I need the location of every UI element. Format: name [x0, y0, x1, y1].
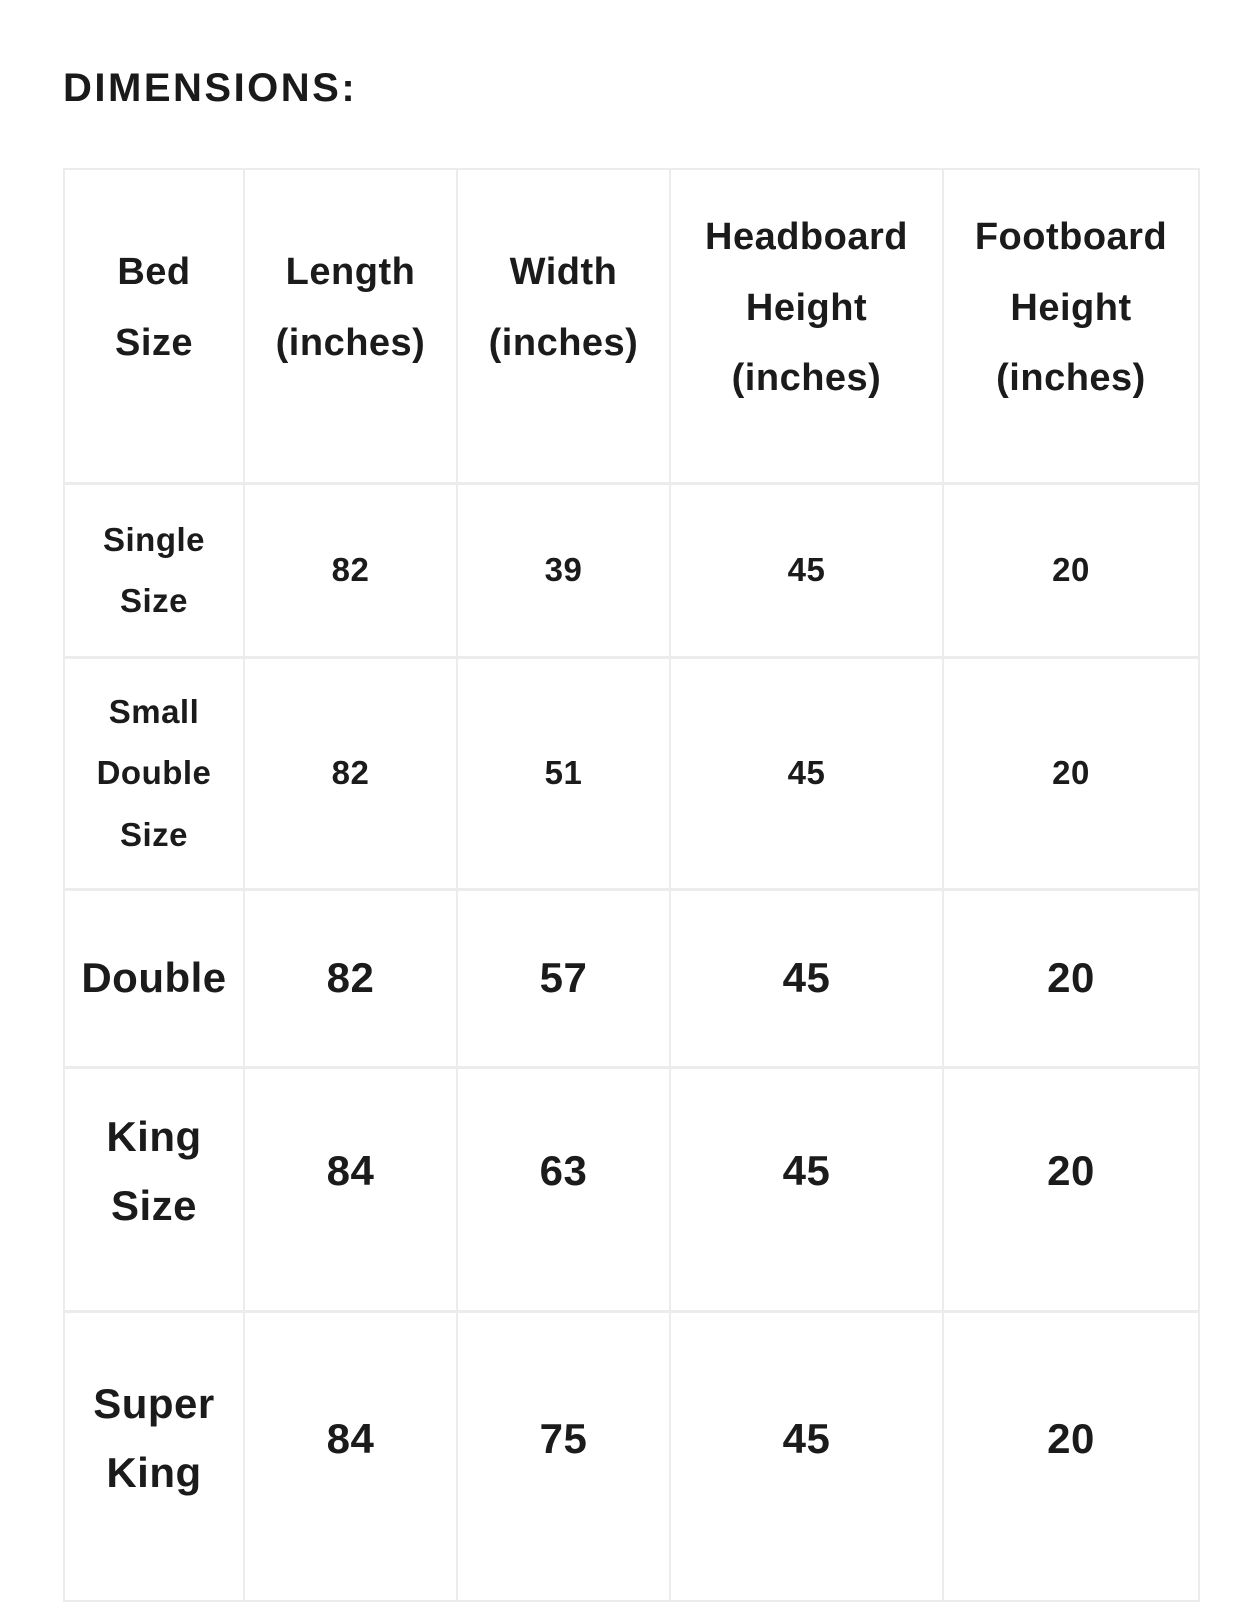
col-header-footboard-height: Footboard Height (inches) [942, 168, 1200, 484]
col-header-width: Width (inches) [456, 168, 671, 484]
width-cell: 39 [456, 481, 671, 658]
page-title: DIMENSIONS: [63, 66, 358, 110]
table-row-single: Single Size 82 39 45 20 [63, 481, 1200, 658]
table-row-super-king: Super King 84 75 45 20 [63, 1309, 1200, 1602]
table-row-small-double: Small Double Size 82 51 45 20 [63, 655, 1200, 890]
bed-size-cell: King Size [63, 1065, 245, 1312]
width-cell: 51 [456, 655, 671, 890]
footboard-height-cell: 20 [942, 481, 1200, 658]
width-cell: 75 [456, 1309, 671, 1602]
footboard-height-cell: 20 [942, 1065, 1200, 1312]
bed-size-cell: Single Size [63, 481, 245, 658]
dimensions-table: Bed Size Length (inches) Width (inches) … [63, 168, 1200, 1602]
footboard-height-cell: 20 [942, 1309, 1200, 1602]
width-cell: 63 [456, 1065, 671, 1312]
table-header-row: Bed Size Length (inches) Width (inches) … [63, 168, 1200, 484]
table-row-double: Double 82 57 45 20 [63, 887, 1200, 1068]
length-cell: 82 [243, 887, 458, 1068]
col-header-length: Length (inches) [243, 168, 458, 484]
footboard-height-cell: 20 [942, 887, 1200, 1068]
length-cell: 82 [243, 655, 458, 890]
width-cell: 57 [456, 887, 671, 1068]
length-cell: 84 [243, 1065, 458, 1312]
length-cell: 82 [243, 481, 458, 658]
footboard-height-cell: 20 [942, 655, 1200, 890]
table-row-king: King Size 84 63 45 20 [63, 1065, 1200, 1312]
bed-size-cell: Double [63, 887, 245, 1068]
col-header-bed-size: Bed Size [63, 168, 245, 484]
headboard-height-cell: 45 [669, 1309, 944, 1602]
headboard-height-cell: 45 [669, 481, 944, 658]
headboard-height-cell: 45 [669, 655, 944, 890]
length-cell: 84 [243, 1309, 458, 1602]
bed-size-cell: Super King [63, 1309, 245, 1602]
headboard-height-cell: 45 [669, 887, 944, 1068]
col-header-headboard-height: Headboard Height (inches) [669, 168, 944, 484]
bed-size-cell: Small Double Size [63, 655, 245, 890]
headboard-height-cell: 45 [669, 1065, 944, 1312]
